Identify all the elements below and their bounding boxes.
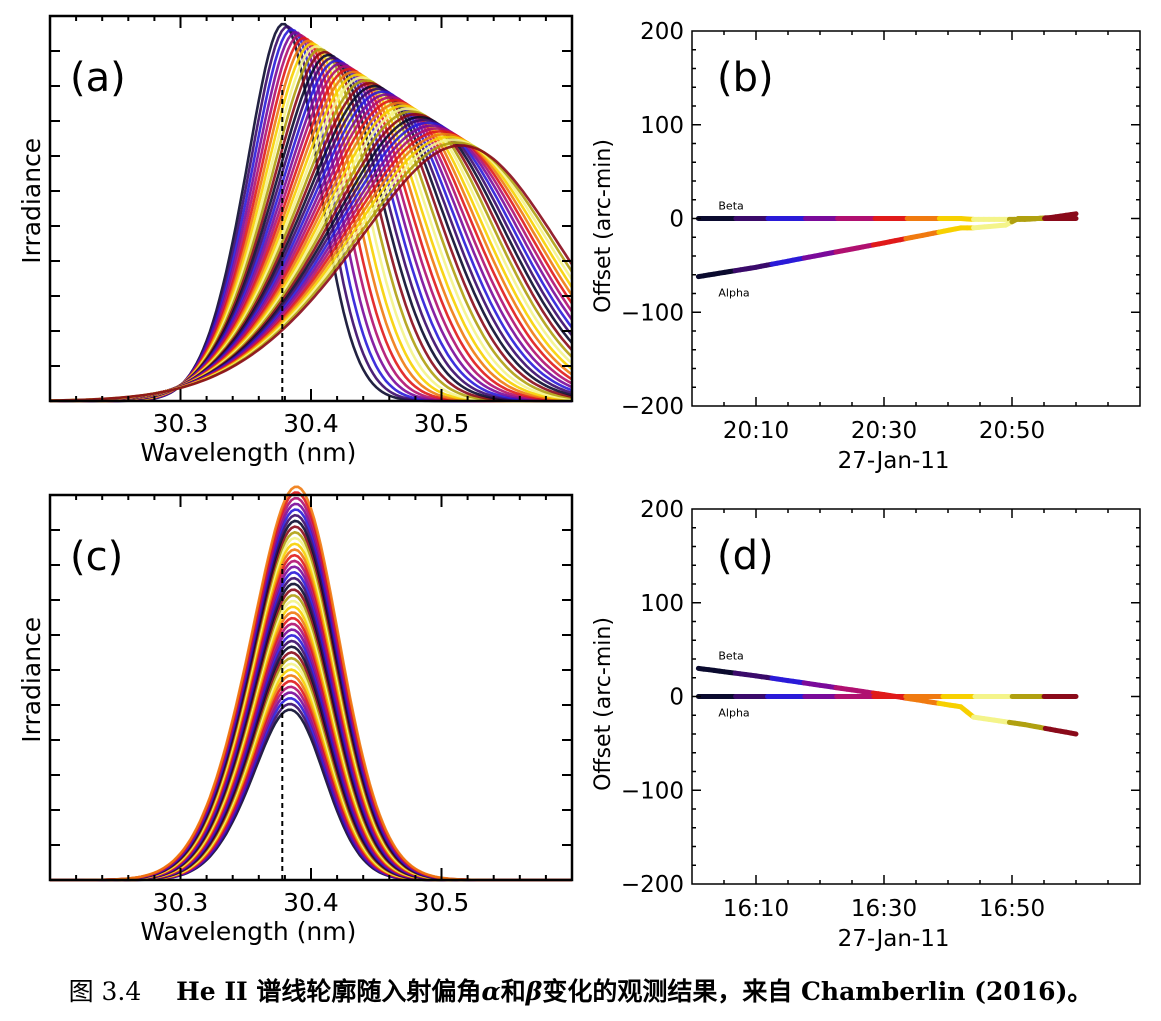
caption-and: 和 (500, 977, 526, 1006)
panel-c: 30.3 30.4 30.5 Wavelength (nm) Irradiance (c) (17, 485, 574, 946)
panel-b: Beta Alpha 200 100 0 −100 −200 20:10 20:30 20:50 2… (591, 19, 1141, 474)
spectral-profile-line (50, 691, 572, 882)
x-axis-label: 27-Jan-11 (838, 448, 950, 474)
caption-text-after: 变化的观测结果，来自 Chamberlin (2016)。 (542, 977, 1093, 1006)
panel-a: 30.3 30.4 30.5 Wavelength (nm) Irradiance (a) (17, 14, 574, 467)
x-tick-label: 30.5 (414, 888, 470, 917)
y-tick-label: −100 (621, 778, 684, 804)
x-tick-label: 30.3 (153, 409, 209, 438)
series-segment-beta (1068, 211, 1079, 218)
panel-label: (c) (70, 534, 123, 580)
spectral-profile-line (50, 144, 574, 402)
y-axis-label: Offset (arc-min) (591, 617, 616, 791)
series-label-beta: Beta (718, 649, 743, 662)
spectral-profile-line (50, 668, 572, 882)
x-tick-label: 16:50 (979, 896, 1045, 922)
panel-label: (a) (70, 55, 126, 101)
spectral-profile-line (50, 674, 572, 882)
caption-alpha: α (481, 977, 501, 1006)
x-tick-label: 16:10 (723, 896, 789, 922)
y-tick-label: 0 (669, 207, 684, 233)
caption-beta: β (525, 977, 543, 1006)
x-axis-label: 27-Jan-11 (838, 926, 950, 952)
x-tick-label: 30.4 (283, 888, 339, 917)
y-tick-label: 200 (640, 497, 684, 523)
figure-caption: 图 3.4 He II 谱线轮廓随入射偏角α和β变化的观测结果，来自 Chamb… (0, 972, 1161, 1012)
x-tick-label: 30.5 (414, 409, 470, 438)
y-axis-label: Irradiance (17, 138, 46, 264)
y-axis-label: Irradiance (17, 617, 46, 743)
y-tick-label: −200 (621, 394, 684, 420)
spectral-profile-line (50, 679, 572, 882)
x-tick-label: 20:10 (723, 418, 789, 444)
spectral-profile-line (50, 685, 572, 882)
y-tick-label: 100 (640, 591, 684, 617)
y-tick-label: −200 (621, 872, 684, 898)
panel-label: (d) (717, 533, 774, 579)
x-tick-label: 30.3 (153, 888, 209, 917)
y-tick-label: 100 (640, 113, 684, 139)
panel-label: (b) (717, 55, 774, 101)
caption-text-before: He II 谱线轮廓随入射偏角 (176, 977, 482, 1006)
x-axis-label: Wavelength (nm) (140, 917, 356, 946)
y-tick-label: −100 (621, 300, 684, 326)
spectral-profile-line (50, 656, 572, 882)
series-label-alpha: Alpha (718, 287, 749, 300)
spectral-profile-line (50, 662, 572, 882)
y-tick-label: 0 (669, 685, 684, 711)
x-axis-label: Wavelength (nm) (140, 438, 356, 467)
figure: 30.3 30.4 30.5 Wavelength (nm) Irradiance (a)… (17, 14, 1141, 952)
y-tick-label: 200 (640, 19, 684, 45)
series-segment-beta (1068, 730, 1079, 737)
y-axis-label: Offset (arc-min) (591, 139, 616, 313)
x-tick-label: 30.4 (283, 409, 339, 438)
x-tick-label: 20:30 (851, 418, 917, 444)
series-label-beta: Beta (718, 200, 743, 213)
caption-label: 图 3.4 (68, 977, 142, 1006)
x-tick-label: 16:30 (851, 896, 917, 922)
panel-d: Beta Alpha 200 100 0 −100 −200 16:10 16:30 16:50 2… (591, 497, 1141, 952)
x-tick-label: 20:50 (979, 418, 1045, 444)
series-label-alpha: Alpha (718, 707, 749, 720)
